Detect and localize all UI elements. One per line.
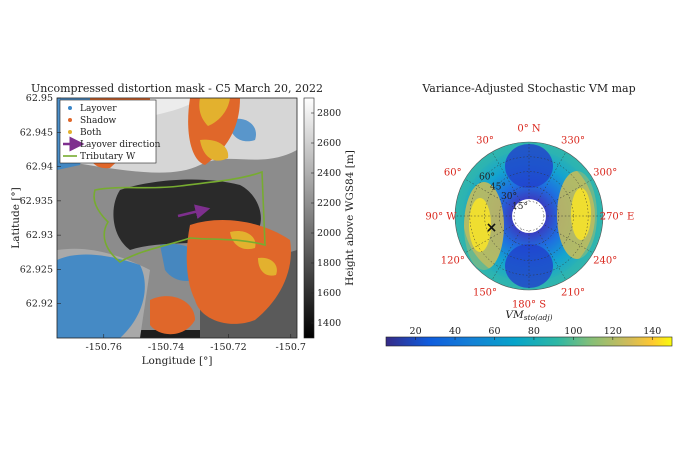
azimuth-label: 330° — [561, 135, 585, 146]
colorbar-tick-label: 2800 — [317, 108, 341, 119]
polar-spoke — [541, 178, 594, 209]
polar-spoke — [464, 178, 517, 209]
azimuth-label: 180° S — [512, 300, 546, 311]
radial-label: 45° — [490, 182, 506, 192]
legend-layover-direction-label: Layover direction — [80, 140, 161, 150]
legend-layover-marker — [68, 106, 72, 110]
colorbar-tick-label: 1800 — [317, 258, 341, 269]
polar-grid — [455, 142, 603, 290]
right-chart-title: Variance-Adjusted Stochastic VM map — [421, 82, 635, 95]
legend-shadow-label: Shadow — [80, 116, 117, 126]
legend-tributary-label: Tributary W — [80, 152, 136, 162]
azimuth-label: 240° — [593, 256, 617, 267]
azimuth-label: 150° — [473, 288, 497, 299]
height-colorbar — [303, 97, 315, 339]
colorbar-tick-label: 2400 — [317, 168, 341, 179]
azimuth-label: 270° E — [600, 212, 635, 223]
y-tick-label: 62.94 — [26, 162, 53, 173]
y-tick-label: 62.93 — [26, 230, 53, 241]
y-tick-label: 62.935 — [20, 196, 53, 207]
legend-shadow-marker — [68, 118, 72, 122]
max-vm-marker: × — [486, 220, 498, 236]
y-tick-label: 62.945 — [20, 127, 53, 138]
height-colorbar-label: Height above WGS84 [m] — [344, 150, 356, 286]
azimuth-label: 30° — [476, 135, 494, 146]
radial-label: 30° — [501, 192, 517, 202]
y-tick-label: 62.92 — [26, 299, 53, 310]
x-tick-label: -150.7 — [276, 342, 306, 353]
polar-radial-labels: 15°30°45°60° — [479, 172, 528, 212]
left-x-ticks: -150.76 -150.74 -150.72 -150.7 — [86, 334, 306, 353]
azimuth-label: 0° N — [517, 124, 541, 135]
colorbar-tick-label: 1600 — [317, 288, 341, 299]
left-y-ticks: 62.92 62.925 62.93 62.935 62.94 62.945 62.95 — [20, 93, 61, 310]
y-tick-label: 62.95 — [26, 93, 53, 104]
azimuth-label: 90° W — [425, 212, 457, 223]
left-y-axis-label: Latitude [°] — [10, 187, 22, 249]
polar-ring — [469, 156, 589, 276]
left-x-axis-label: Longitude [°] — [142, 355, 213, 367]
polar-disc — [454, 141, 604, 291]
legend-both-marker — [68, 130, 72, 134]
vm-colorbar-tick-label: 120 — [604, 326, 622, 337]
x-tick-label: -150.72 — [210, 342, 246, 353]
polar-spoke — [541, 223, 594, 254]
vm-colorbar-tick-label: 80 — [528, 326, 540, 337]
polar-spoke — [491, 151, 522, 204]
radial-label: 60° — [479, 172, 495, 182]
polar-spoke — [536, 228, 567, 281]
colorbar-tick-label: 1400 — [317, 318, 341, 329]
vm-colorbar-tick-label: 60 — [488, 326, 500, 337]
height-colorbar-ticks: 1400 1600 1800 2000 2200 2400 2600 2800 — [311, 108, 341, 329]
legend-layover-label: Layover — [80, 104, 117, 114]
azimuth-label: 120° — [441, 256, 465, 267]
x-tick-label: -150.74 — [148, 342, 184, 353]
polar-spoke — [491, 228, 522, 281]
x-tick-label: -150.76 — [86, 342, 122, 353]
colorbar-tick-label: 2000 — [317, 228, 341, 239]
polar-azimuth-labels: 0° N 30° 60° 90° W 120° 150° 180° S 210° 240° 270… — [425, 124, 634, 311]
polar-spoke — [464, 223, 517, 254]
vm-colorbar-tick-label: 100 — [564, 326, 582, 337]
y-tick-label: 62.925 — [20, 264, 53, 275]
polar-spoke — [536, 151, 567, 204]
vm-colorbar-tick-label: 40 — [449, 326, 461, 337]
vm-colorbar — [385, 336, 673, 347]
left-chart-title: Uncompressed distortion mask - C5 March … — [31, 82, 323, 95]
azimuth-label: 210° — [561, 288, 585, 299]
legend-both-label: Both — [80, 128, 102, 138]
radial-label: 15° — [512, 202, 528, 212]
vm-colorbar-ticks: 20 40 60 80 100 120 140 — [410, 326, 661, 340]
polar-ring — [484, 171, 574, 261]
colorbar-tick-label: 2600 — [317, 138, 341, 149]
azimuth-label: 60° — [444, 168, 462, 179]
colorbar-tick-label: 2200 — [317, 198, 341, 209]
vm-colorbar-label: VMsto(adj) — [505, 309, 552, 322]
distortion-map-frame — [56, 97, 298, 339]
azimuth-label: 300° — [593, 168, 617, 179]
vm-colorbar-tick-label: 20 — [410, 326, 422, 337]
legend: Layover Shadow Both Layover direction Tr… — [59, 99, 161, 164]
vm-colorbar-tick-label: 140 — [643, 326, 661, 337]
